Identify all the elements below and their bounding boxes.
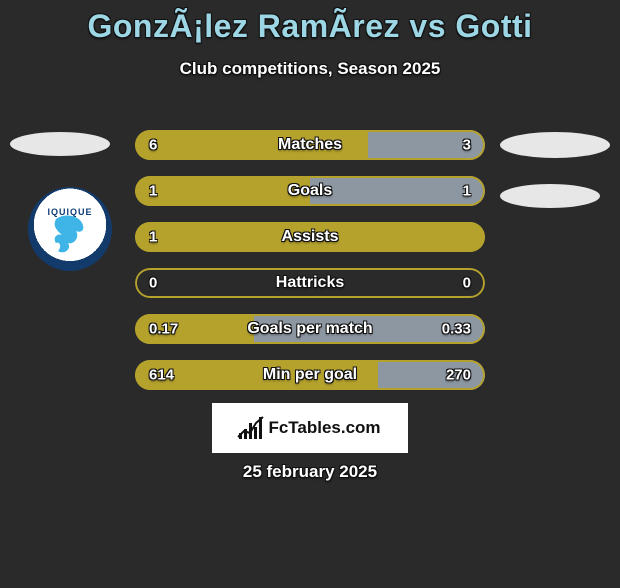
watermark: FcTables.com	[212, 403, 408, 453]
stat-label: Goals per match	[247, 320, 372, 338]
stat-row: 0.17 0.33 Goals per match	[135, 314, 485, 344]
stat-row: 1 Assists	[135, 222, 485, 252]
stat-row: 614 270 Min per goal	[135, 360, 485, 390]
stat-row: 6 3 Matches	[135, 130, 485, 160]
stat-row: 0 0 Hattricks	[135, 268, 485, 298]
stat-value-left: 614	[149, 367, 174, 384]
stat-label: Assists	[282, 228, 339, 246]
watermark-text: FcTables.com	[268, 418, 380, 438]
stat-label: Goals	[288, 182, 332, 200]
stat-value-left: 1	[149, 229, 157, 246]
date-label: 25 february 2025	[0, 462, 620, 482]
stat-row: 1 1 Goals	[135, 176, 485, 206]
stat-label: Matches	[278, 136, 342, 154]
stat-label: Hattricks	[276, 274, 344, 292]
stat-fill-right	[310, 176, 485, 206]
stat-fill-left	[135, 176, 310, 206]
page-title: GonzÃ¡lez RamÃ­rez vs Gotti	[0, 8, 620, 45]
page-subtitle: Club competitions, Season 2025	[0, 59, 620, 79]
stat-value-right: 3	[463, 137, 471, 154]
stat-value-right: 0	[463, 275, 471, 292]
stat-label: Min per goal	[263, 366, 357, 384]
stat-value-right: 0.33	[442, 321, 471, 338]
stat-value-left: 6	[149, 137, 157, 154]
watermark-chart-icon	[239, 417, 262, 439]
stat-value-left: 0	[149, 275, 157, 292]
stat-value-right: 270	[446, 367, 471, 384]
stat-value-left: 0.17	[149, 321, 178, 338]
stat-value-right: 1	[463, 183, 471, 200]
stats-rows: 63Matches11Goals1Assists00Hattricks0.170…	[0, 130, 620, 406]
stat-value-left: 1	[149, 183, 157, 200]
